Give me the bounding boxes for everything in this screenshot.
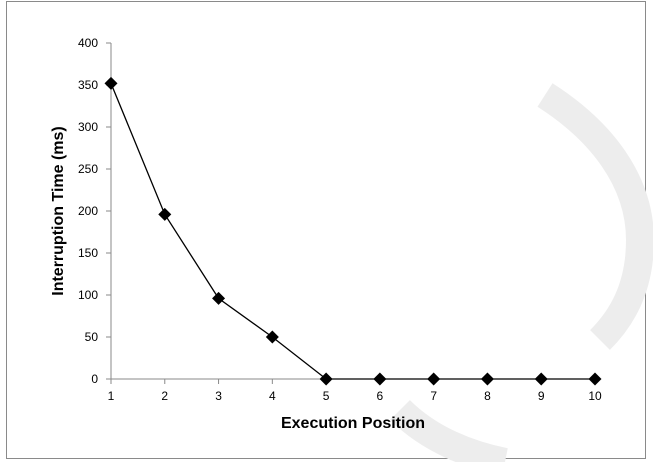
data-point-marker: [265, 330, 279, 344]
data-point-marker: [158, 207, 172, 221]
series-polyline: [110, 83, 595, 380]
data-point-marker: [588, 372, 602, 386]
data-point-marker: [373, 372, 387, 386]
y-tick-label: 150: [78, 246, 98, 260]
x-tick-label: 6: [377, 389, 384, 403]
watermark: [390, 83, 653, 462]
x-axis-ticks: 1 2 3 4 5 6 7 8 9 10: [108, 379, 602, 403]
x-tick-label: 10: [588, 389, 602, 403]
x-tick-label: 2: [161, 389, 168, 403]
y-tick-label: 50: [85, 330, 99, 344]
x-axis-title: Execution Position: [281, 415, 425, 432]
y-tick-label: 400: [78, 36, 98, 50]
data-point-marker: [427, 372, 441, 386]
series-markers: [104, 76, 602, 386]
x-tick-label: 9: [538, 389, 545, 403]
x-tick-label: 5: [323, 389, 330, 403]
y-tick-label: 100: [78, 288, 98, 302]
y-axis-title: Interruption Time (ms): [50, 126, 67, 296]
x-tick-label: 4: [269, 389, 276, 403]
data-point-marker: [319, 372, 333, 386]
data-point-marker: [480, 372, 494, 386]
x-tick-label: 1: [108, 389, 115, 403]
axes: [110, 43, 595, 380]
y-tick-label: 200: [78, 204, 98, 218]
y-axis-ticks: 0 50 100 150 200 250 300 350 400: [78, 36, 111, 386]
data-point-marker: [534, 372, 548, 386]
x-tick-label: 8: [484, 389, 491, 403]
series-line: [110, 83, 595, 380]
y-tick-label: 0: [91, 372, 98, 386]
x-tick-label: 3: [215, 389, 222, 403]
y-tick-label: 350: [78, 78, 98, 92]
data-point-marker: [104, 76, 118, 90]
data-point-marker: [212, 291, 226, 305]
x-tick-label: 7: [430, 389, 437, 403]
y-tick-label: 250: [78, 162, 98, 176]
y-tick-label: 300: [78, 120, 98, 134]
